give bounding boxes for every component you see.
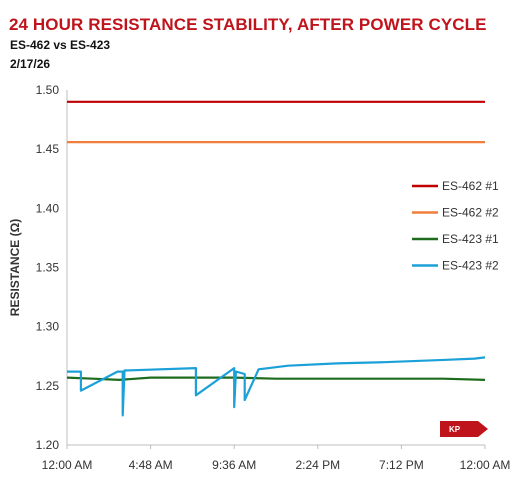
kp-logo-badge	[440, 421, 488, 437]
y-tick-label: 1.40	[36, 201, 60, 215]
series-line-3	[66, 376, 486, 381]
kp-logo-text: KP	[449, 425, 461, 434]
y-tick-label: 1.50	[36, 83, 60, 97]
y-tick-label: 1.30	[36, 320, 60, 334]
x-tick-label: 12:00 AM	[460, 458, 511, 472]
chart-date: 2/17/26	[10, 57, 51, 71]
legend: ES-462 #1 ES-462 #2 ES-423 #1 ES-423 #2	[412, 179, 499, 273]
kp-logo: KP	[440, 421, 488, 437]
y-tick-label: 1.25	[36, 379, 60, 393]
chart-title: 24 HOUR RESISTANCE STABILITY, AFTER POWE…	[9, 15, 487, 34]
legend-label: ES-423 #2	[442, 259, 499, 273]
chart-subtitle: ES-462 vs ES-423	[10, 38, 111, 52]
legend-label: ES-462 #1	[442, 179, 499, 193]
legend-label: ES-423 #1	[442, 232, 499, 246]
axes: 1.20 1.25 1.30 1.35 1.40 1.45 1.50 12:00 AM 4:48…	[8, 83, 510, 472]
x-tick-label: 2:24 PM	[295, 458, 340, 472]
y-axis-label: RESISTANCE (Ω)	[8, 219, 22, 316]
y-tick-label: 1.35	[36, 261, 60, 275]
x-tick-label: 9:36 AM	[212, 458, 256, 472]
x-tick-label: 12:00 AM	[42, 458, 93, 472]
x-tick-label: 7:12 PM	[379, 458, 424, 472]
series-layer	[66, 100, 486, 417]
series-line-4	[67, 356, 486, 417]
y-tick-label: 1.20	[36, 438, 60, 452]
x-tick-label: 4:48 AM	[129, 458, 173, 472]
y-tick-label: 1.45	[36, 142, 60, 156]
legend-label: ES-462 #2	[442, 206, 499, 220]
